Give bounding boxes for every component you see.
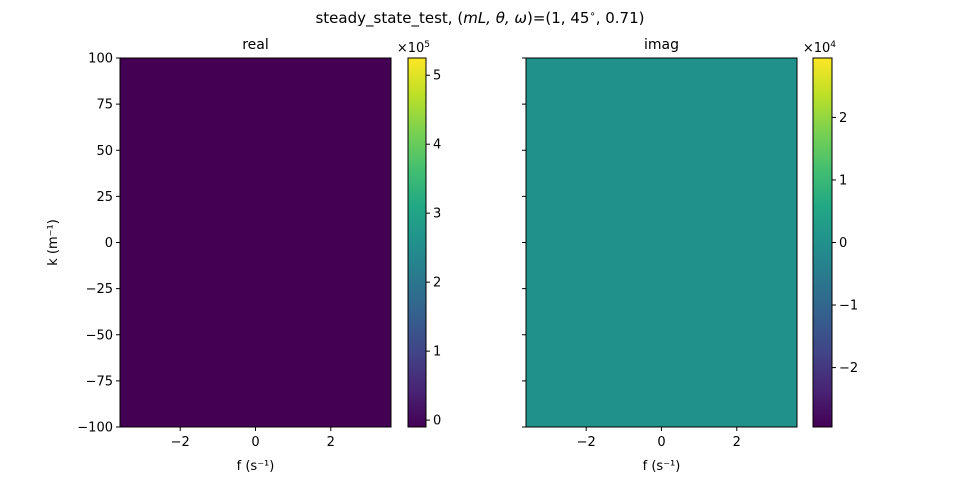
y-tick-label: 0 — [105, 236, 113, 251]
colorbar-tick-label: 0 — [433, 414, 441, 429]
colorbar-multiplier: ×105 — [397, 40, 430, 56]
panel-imag: imag −2 0 2 f (s⁻¹) −2 −1 0 1 2 ×104 — [522, 37, 858, 474]
colorbar-gradient — [813, 58, 832, 427]
x-tick-label: −2 — [171, 435, 190, 450]
panel-title: real — [242, 37, 269, 53]
y-tick-label: 50 — [96, 144, 113, 159]
colorbar-multiplier: ×104 — [803, 40, 836, 56]
x-tick-label: 2 — [733, 435, 741, 450]
colorbar-gradient — [408, 58, 426, 427]
y-tick-label: −100 — [77, 421, 113, 436]
x-tick-label: 0 — [657, 435, 665, 450]
colorbar-multiplier-exponent: 5 — [424, 40, 430, 50]
y-tick-label: −50 — [86, 328, 113, 343]
y-tick-label: −75 — [86, 374, 113, 389]
y-tick-label: 25 — [96, 190, 113, 205]
heatmap-field — [526, 58, 797, 427]
colorbar-tick-label: 1 — [433, 345, 441, 360]
y-tick-label: 100 — [88, 52, 113, 67]
colorbar-frame — [407, 57, 427, 428]
colorbar-tick-label: 1 — [839, 173, 847, 188]
x-tick-label: −2 — [577, 435, 596, 450]
figure-title-vars: mL, θ, ω — [463, 9, 527, 27]
y-tick-label: −25 — [86, 282, 113, 297]
colorbar-tick-label: 3 — [433, 207, 441, 222]
figure-title: steady_state_test, (mL, θ, ω)=(1, 45∘, 0… — [315, 9, 644, 28]
x-tick-label: 0 — [251, 435, 259, 450]
colorbar-tick-label: −1 — [839, 299, 858, 314]
colorbar-tick-label: 4 — [433, 138, 441, 153]
colorbar-tick-label: 5 — [433, 69, 441, 84]
figure-title-suffix: )=(1, 45 — [527, 9, 589, 27]
colorbar-tick-label: 2 — [839, 111, 847, 126]
colorbar-multiplier-exponent: 4 — [830, 40, 836, 50]
figure-title-prefix: steady_state_test, ( — [315, 9, 463, 28]
heatmap-field — [120, 58, 391, 427]
figure-title-end: , 0.71) — [596, 9, 645, 27]
colorbar-tick-label: 0 — [839, 236, 847, 251]
colorbar-multiplier-base: ×10 — [397, 41, 424, 56]
y-tick-label: 75 — [96, 98, 113, 113]
colorbar-tick-label: 2 — [433, 276, 441, 291]
figure-title-degree: ∘ — [589, 9, 595, 20]
x-axis-label: f (s⁻¹) — [643, 459, 681, 474]
x-axis-label: f (s⁻¹) — [237, 459, 275, 474]
y-axis-label: k (m⁻¹) — [46, 219, 61, 266]
colorbar-multiplier-base: ×10 — [803, 41, 830, 56]
colorbar-tick-label: −2 — [839, 361, 858, 376]
panel-title: imag — [644, 37, 679, 53]
x-tick-label: 2 — [327, 435, 335, 450]
